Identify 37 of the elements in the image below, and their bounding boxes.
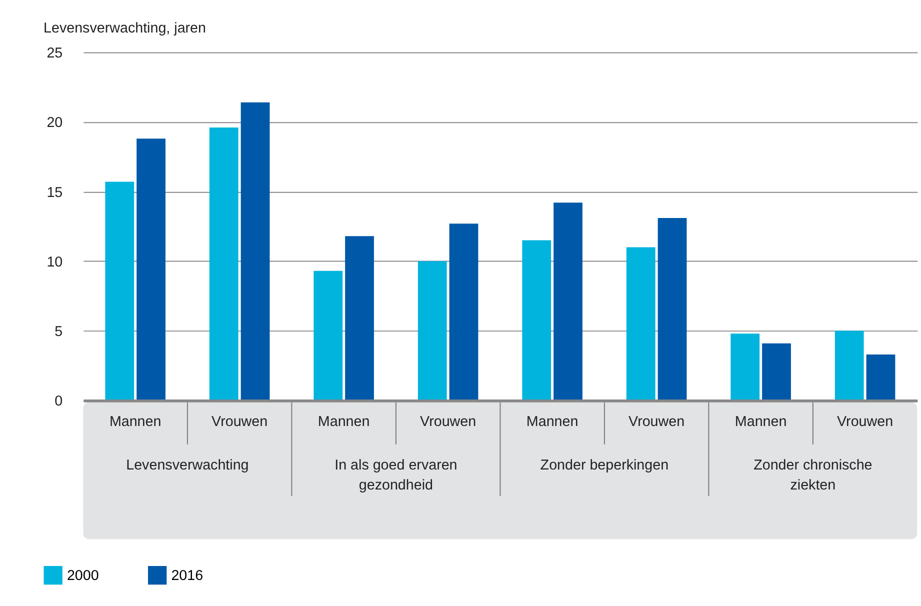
bar [449,224,478,400]
legend-label: 2016 [171,568,204,584]
bar [730,334,760,400]
y-tick-label: 0 [54,394,63,410]
x-tick-label: Vrouwen [420,414,476,430]
x-tick-label: Vrouwen [628,414,685,430]
bar [209,127,238,400]
bar [105,182,134,400]
y-tick-label: 15 [46,184,63,201]
x-tick-label: Vrouwen [837,414,894,430]
x-tick-label: Vrouwen [212,414,268,430]
y-axis-title: Levensverwachting, jaren [44,20,206,37]
text: In als goed ervaren gezondheid [334,457,458,494]
x-tick-label: Mannen [109,414,162,430]
bar [418,261,447,400]
bar [240,102,270,400]
x-tick-label: Mannen [734,414,787,430]
bar [345,236,374,400]
y-tick-label: 5 [54,324,63,340]
bar [866,354,896,400]
y-tick-label: 10 [46,254,63,270]
bar [136,138,166,400]
text: Zonder chronische ziekten [754,457,872,494]
text: Zonder beperkingen [540,457,669,474]
bar [658,218,687,400]
bar [762,343,791,400]
x-tick-label: Mannen [526,414,578,430]
bar [626,247,656,400]
y-tick-label: 20 [46,115,63,132]
legend-label: 2000 [66,568,99,584]
bar [522,240,552,400]
x-tick-label: Mannen [318,414,370,430]
bar [554,202,582,400]
bar [314,270,343,400]
text: Levensverwachting [126,457,249,474]
y-tick-label: 25 [46,46,63,62]
bar [834,330,864,400]
